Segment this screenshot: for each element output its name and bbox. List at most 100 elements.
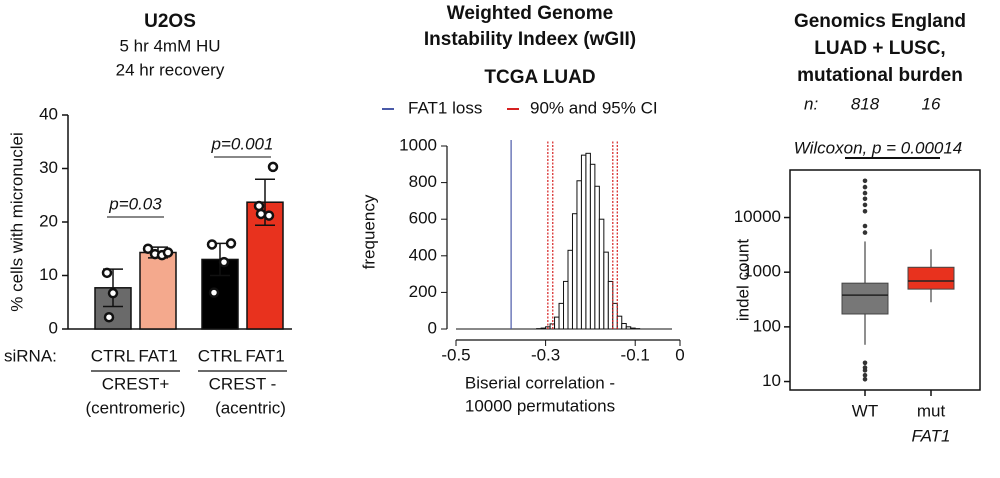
y-tick-label: 30	[39, 158, 58, 177]
y-tick-label: 40	[39, 104, 58, 123]
histogram-bar	[580, 154, 587, 330]
histogram-bar	[603, 251, 609, 330]
x-tick-label: -0.1	[621, 345, 650, 364]
x-tick-label: mut	[917, 401, 946, 420]
x-tick-label: 0	[675, 345, 684, 364]
histogram-bar	[558, 302, 565, 330]
histogram-bar	[576, 180, 582, 330]
annotation: Wilcoxon, p = 0.00014	[794, 138, 963, 157]
y-tick-label: 200	[409, 282, 437, 301]
histogram-bar	[540, 327, 547, 330]
y-tick-label: 400	[409, 245, 437, 264]
data-point	[107, 287, 119, 299]
histogram-bar	[589, 163, 596, 330]
outlier	[862, 230, 868, 235]
bar	[139, 251, 177, 330]
y-tick-label: 100	[753, 316, 781, 335]
plot-frame	[789, 169, 981, 391]
data-point	[208, 287, 220, 298]
data-point	[142, 243, 154, 254]
x-tick-label: WT	[852, 401, 878, 420]
y-tick-label: 600	[409, 209, 437, 228]
histogram-bar	[625, 326, 632, 330]
histogram-bar	[571, 213, 578, 330]
x-tick-label: FAT1	[245, 346, 284, 365]
y-axis-label: frequency	[359, 194, 378, 269]
data-point	[206, 239, 218, 250]
outlier	[862, 376, 868, 382]
y-axis-label: indel count	[733, 239, 752, 322]
outlier	[862, 184, 868, 190]
y-tick-label: 1000	[399, 135, 437, 154]
histogram-bar	[567, 249, 573, 330]
outlier	[862, 373, 868, 378]
group-label: (centromeric)	[85, 398, 185, 417]
data-point	[101, 267, 113, 279]
outlier	[862, 223, 868, 229]
histogram-bar	[630, 327, 636, 330]
x-tick-label: -0.5	[441, 345, 470, 364]
chart-title: Weighted Genome	[447, 3, 613, 24]
outlier	[862, 202, 868, 208]
legend-label: 90% and 95% CI	[530, 98, 658, 117]
outlier	[862, 208, 868, 214]
x-axis-label: 10000 permutations	[465, 396, 615, 415]
data-point	[263, 210, 275, 221]
y-tick-label: 20	[39, 211, 58, 230]
histogram-bar	[594, 185, 600, 330]
histogram-bar	[621, 323, 627, 330]
n-value: 818	[851, 94, 880, 113]
chart-title: Genomics England	[794, 11, 966, 32]
histogram-bar	[585, 152, 591, 330]
y-tick-label: 1000	[743, 262, 781, 281]
histogram-bar	[554, 316, 560, 330]
histogram-bar	[563, 280, 569, 330]
data-point	[253, 200, 265, 212]
y-tick-label: 0	[49, 318, 58, 337]
data-point	[255, 208, 267, 220]
data-point	[103, 311, 115, 323]
chart-title: Instability Indeex (wGII)	[424, 29, 636, 50]
chart-title: mutational burden	[797, 65, 963, 86]
outlier	[862, 190, 868, 196]
data-point	[267, 161, 279, 173]
x-tick-label: FAT1	[138, 346, 177, 365]
group-label: CREST -	[209, 374, 277, 393]
x-axis-label: siRNA:	[4, 346, 57, 365]
y-axis-label: % cells with micronuclei	[7, 132, 26, 312]
annotation: p=0.03	[108, 194, 162, 213]
histogram-bar	[612, 302, 618, 330]
histogram-bar	[598, 218, 605, 330]
subtitle: 24 hr recovery	[116, 60, 225, 79]
y-tick-label: 0	[428, 318, 437, 337]
histogram-bar	[607, 280, 614, 330]
data-point	[225, 238, 237, 249]
box	[841, 282, 889, 315]
histogram-bar	[616, 315, 623, 330]
data-point	[162, 247, 174, 258]
x-subcategory: FAT1	[911, 426, 950, 445]
legend-label: FAT1 loss	[408, 98, 482, 117]
outlier	[862, 196, 868, 202]
y-tick-label: 10000	[734, 207, 781, 226]
x-tick-label: CTRL	[91, 346, 135, 365]
chart-title: U2OS	[144, 11, 196, 32]
n-label: n:	[804, 94, 818, 113]
subtitle: TCGA LUAD	[484, 67, 595, 88]
y-tick-label: 10	[39, 265, 58, 284]
y-tick-label: 10	[762, 371, 781, 390]
data-point	[218, 256, 230, 268]
chart-title: LUAD + LUSC,	[814, 38, 945, 59]
annotation: p=0.001	[211, 134, 274, 153]
group-label: (acentric)	[215, 398, 286, 417]
y-tick-label: 800	[409, 172, 437, 191]
group-label: CREST+	[102, 374, 170, 393]
x-tick-label: -0.3	[531, 345, 560, 364]
n-value: 16	[922, 94, 941, 113]
x-tick-label: CTRL	[198, 346, 242, 365]
outlier	[862, 360, 868, 366]
box	[907, 266, 955, 290]
outlier	[862, 368, 868, 373]
subtitle: 5 hr 4mM HU	[119, 36, 220, 55]
